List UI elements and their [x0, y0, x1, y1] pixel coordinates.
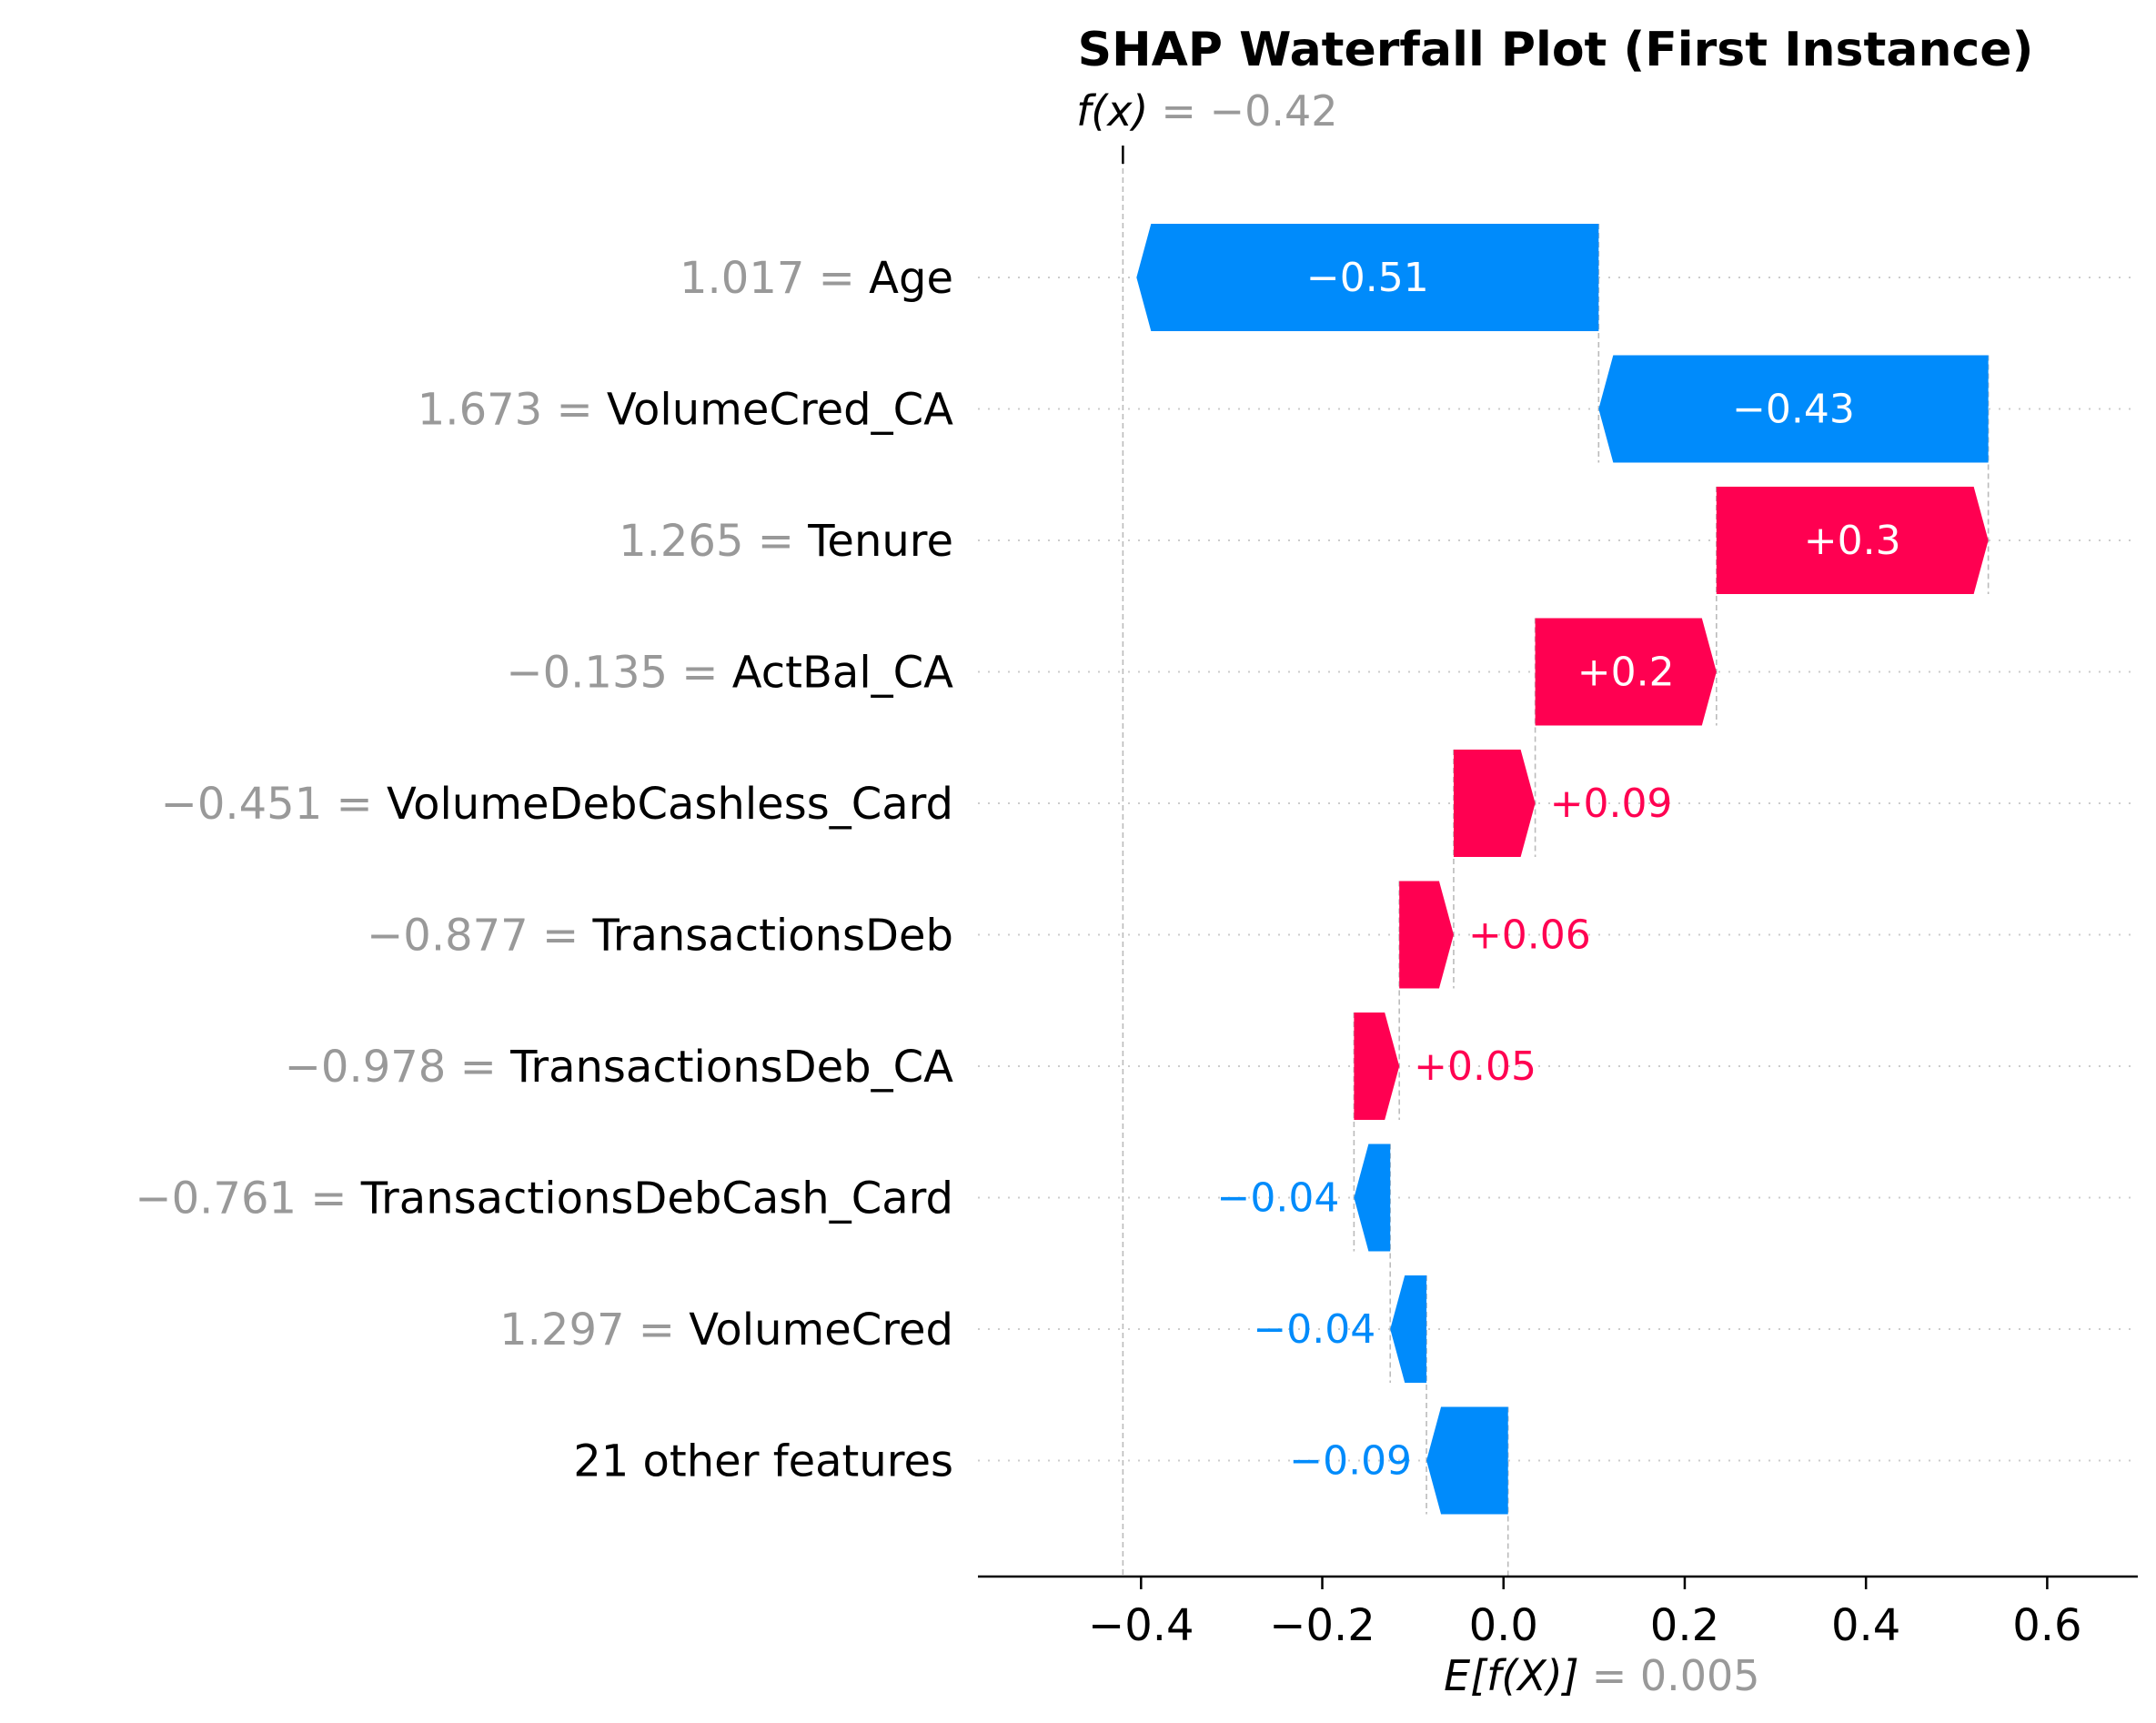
bar-value-label: +0.2 [1577, 650, 1675, 696]
fx-annotation: f(x) = −0.42 [1076, 86, 1337, 136]
bar-value-label: +0.06 [1468, 912, 1591, 959]
bar-value-label: −0.43 [1732, 387, 1855, 433]
waterfall-bar [1426, 1406, 1508, 1515]
feature-value: −0.451 = [161, 779, 387, 830]
feature-name: Age [869, 253, 953, 304]
feature-label: −0.978 = TransactionsDeb_CA [285, 1042, 953, 1093]
waterfall-bar [1399, 881, 1454, 989]
x-tick-label: −0.4 [1088, 1600, 1194, 1651]
bar-value-label: −0.04 [1253, 1306, 1375, 1353]
fx-value: = −0.42 [1161, 86, 1337, 136]
waterfall-bar [1716, 487, 1989, 594]
bar-value-label: −0.04 [1217, 1175, 1340, 1222]
feature-name: VolumeCred_CA [607, 385, 953, 436]
waterfall-bars: −0.51 −0.43 +0.3 +0.2 +0.09 +0.06 +0.05 −0.04 −0… [1136, 224, 1989, 1515]
ex-label: E[f(X)] [1444, 1651, 1579, 1700]
feature-label: 1.673 = VolumeCred_CA [418, 385, 953, 436]
feature-label: 1.017 = Age [680, 253, 953, 304]
feature-label: −0.877 = TransactionsDeb [367, 911, 953, 962]
feature-name: 21 other features [573, 1436, 953, 1487]
waterfall-bar [1390, 1275, 1427, 1383]
feature-value: −0.877 = [367, 911, 592, 962]
bar-value-label: +0.05 [1414, 1043, 1536, 1090]
feature-value: −0.761 = [135, 1174, 360, 1224]
feature-value: 1.297 = [499, 1305, 689, 1355]
feature-label: −0.135 = ActBal_CA [506, 648, 953, 699]
feature-name: ActBal_CA [732, 648, 953, 699]
feature-name: TransactionsDeb [591, 911, 953, 962]
feature-label: 1.297 = VolumeCred [499, 1305, 953, 1355]
feature-label: −0.451 = VolumeDebCashless_Card [161, 779, 953, 830]
feature-value: 1.673 = [418, 385, 607, 436]
feature-name: VolumeDebCashless_Card [387, 779, 953, 830]
waterfall-bar [1136, 224, 1599, 331]
bar-value-label: +0.3 [1804, 518, 1901, 564]
feature-label: 1.265 = Tenure [619, 516, 953, 567]
feature-labels: 1.017 = Age 1.673 = VolumeCred_CA 1.265 = … [135, 253, 953, 1487]
x-tick-label: 0.0 [1469, 1600, 1538, 1651]
waterfall-bar [1354, 1013, 1400, 1120]
waterfall-bar [1535, 618, 1717, 726]
x-tick-label: 0.4 [1831, 1600, 1900, 1651]
waterfall-bar [1598, 355, 1989, 463]
feature-value: 1.265 = [619, 516, 808, 567]
bar-value-label: −0.09 [1289, 1438, 1412, 1485]
x-tick-label: 0.6 [2012, 1600, 2081, 1651]
x-axis-ticks: −0.4 −0.2 0.0 0.2 0.4 0.6 [1088, 1577, 2082, 1651]
feature-name: TransactionsDeb_CA [509, 1042, 953, 1093]
x-tick-label: −0.2 [1269, 1600, 1375, 1651]
feature-value: −0.135 = [506, 648, 731, 699]
feature-name: TransactionsDebCash_Card [360, 1174, 953, 1224]
waterfall-bar [1354, 1144, 1391, 1252]
chart-title: SHAP Waterfall Plot (First Instance) [1078, 23, 2034, 77]
ex-value: = 0.005 [1592, 1651, 1760, 1700]
x-axis: −0.4 −0.2 0.0 0.2 0.4 0.6 [978, 1575, 2138, 1651]
bar-value-label: −0.51 [1306, 255, 1429, 301]
fx-label: f(x) [1076, 86, 1148, 136]
feature-label: 21 other features [573, 1436, 953, 1487]
feature-name: VolumeCred [689, 1305, 953, 1355]
feature-label: −0.761 = TransactionsDebCash_Card [135, 1174, 953, 1224]
bar-value-label: +0.09 [1550, 781, 1673, 827]
ex-annotation: E[f(X)] = 0.005 [1444, 1651, 1759, 1700]
waterfall-bar [1453, 750, 1536, 857]
feature-name: Tenure [807, 516, 953, 567]
feature-value: 1.017 = [680, 253, 869, 304]
x-tick-label: 0.2 [1650, 1600, 1719, 1651]
feature-value: −0.978 = [285, 1042, 510, 1093]
